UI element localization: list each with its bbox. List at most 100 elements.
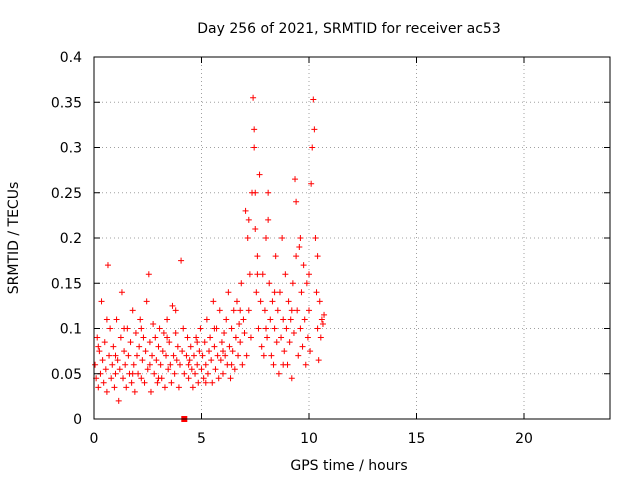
data-point [316, 298, 323, 305]
data-point [280, 316, 287, 323]
y-axis-label: SRMTID / TECUs [6, 182, 22, 295]
data-point [166, 339, 173, 346]
data-point [228, 361, 235, 368]
data-point [121, 325, 128, 332]
data-point [144, 366, 151, 373]
data-point [226, 343, 233, 350]
data-point [252, 225, 259, 232]
data-point [194, 361, 201, 368]
data-point [228, 325, 235, 332]
data-point [120, 375, 127, 382]
data-point [220, 370, 226, 377]
data-point [180, 325, 187, 332]
data-point [288, 375, 295, 382]
data-point [123, 384, 130, 391]
data-point [313, 289, 320, 296]
data-point [211, 343, 218, 350]
data-point [138, 375, 145, 382]
data-point [254, 253, 261, 260]
data-point [146, 361, 153, 368]
data-point [181, 370, 188, 377]
data-point [107, 325, 114, 332]
data-point [136, 343, 143, 350]
data-point [110, 343, 117, 350]
data-point [297, 325, 304, 332]
data-point [299, 343, 306, 350]
y-tick-label: 0.4 [60, 50, 82, 66]
data-point [190, 352, 197, 359]
data-point [210, 298, 217, 305]
data-point [232, 334, 239, 341]
data-point [304, 334, 311, 341]
data-point [246, 271, 253, 278]
data-point [307, 348, 314, 355]
data-point [312, 235, 319, 241]
data-point [111, 384, 118, 391]
data-point [253, 289, 260, 296]
data-point [286, 339, 293, 346]
data-point [94, 334, 101, 341]
data-point [272, 253, 279, 260]
data-point [116, 366, 123, 373]
y-tick-label: 0.05 [51, 367, 82, 383]
data-point [279, 235, 286, 241]
data-point [194, 339, 201, 346]
data-point [142, 348, 149, 355]
data-point [189, 384, 196, 391]
data-point [211, 325, 218, 332]
data-point [197, 325, 204, 332]
data-point [266, 280, 273, 287]
data-point [139, 357, 146, 364]
data-point [137, 316, 144, 323]
data-point [125, 352, 132, 359]
x-tick-label: 20 [515, 431, 533, 447]
data-point [132, 330, 139, 337]
data-point [117, 334, 124, 341]
data-point [298, 289, 305, 296]
data-point [155, 343, 162, 350]
data-point [229, 348, 236, 355]
data-point [269, 298, 276, 305]
data-point [206, 348, 213, 355]
data-point [302, 361, 309, 368]
data-point [151, 370, 158, 377]
data-point [115, 397, 122, 404]
data-point [293, 198, 300, 205]
x-tick-label: 5 [197, 431, 206, 447]
data-point [251, 126, 258, 133]
data-point [134, 352, 140, 359]
data-point [167, 361, 174, 368]
data-point [113, 316, 120, 323]
data-point [261, 307, 268, 314]
data-point [281, 348, 288, 355]
data-point [217, 357, 224, 364]
data-point [156, 325, 163, 332]
data-point [216, 307, 223, 314]
data-point [240, 316, 247, 323]
data-point [212, 366, 219, 373]
data-point [150, 320, 157, 327]
data-point [163, 352, 170, 359]
data-point [193, 334, 200, 341]
data-point [202, 379, 209, 386]
data-point [149, 352, 156, 359]
data-point [96, 348, 103, 355]
data-point [164, 334, 171, 341]
data-point [237, 339, 244, 346]
data-point [301, 316, 308, 323]
data-point [293, 253, 300, 260]
data-point [131, 388, 138, 395]
data-point [309, 144, 316, 151]
data-point [95, 343, 102, 350]
data-point [255, 325, 262, 332]
data-point [318, 316, 325, 323]
data-point [273, 339, 280, 346]
data-point [239, 361, 246, 368]
data-point [146, 339, 153, 346]
data-point [184, 334, 191, 341]
grid [94, 57, 610, 419]
data-point [238, 280, 245, 287]
data-point [157, 361, 164, 368]
data-point [171, 370, 178, 377]
